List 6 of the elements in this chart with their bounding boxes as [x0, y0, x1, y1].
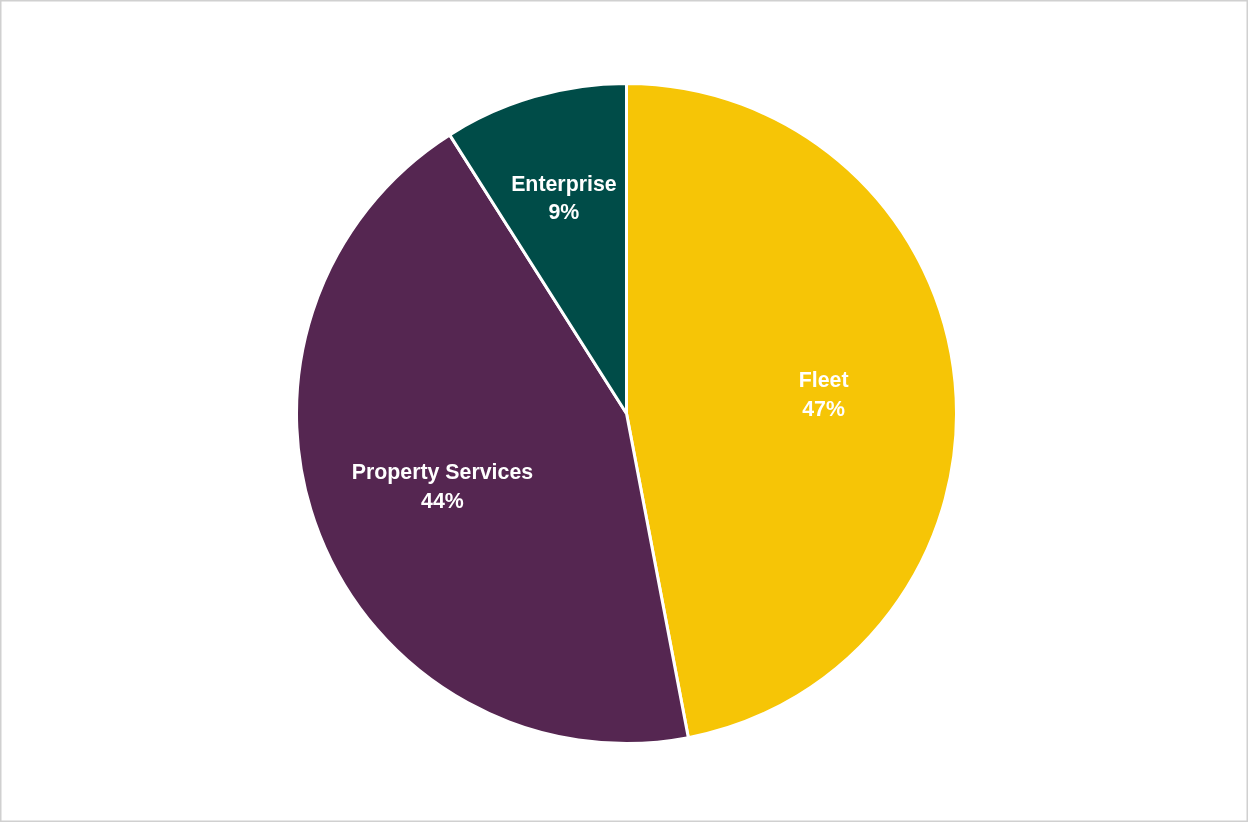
data-label: 9%: [548, 200, 580, 225]
slice-label: Property Services: [351, 459, 534, 484]
slice-label: Enterprise: [511, 171, 617, 196]
data-label: 47%: [802, 397, 845, 422]
slice-label: Fleet: [798, 368, 849, 393]
data-label: 44%: [421, 488, 464, 513]
